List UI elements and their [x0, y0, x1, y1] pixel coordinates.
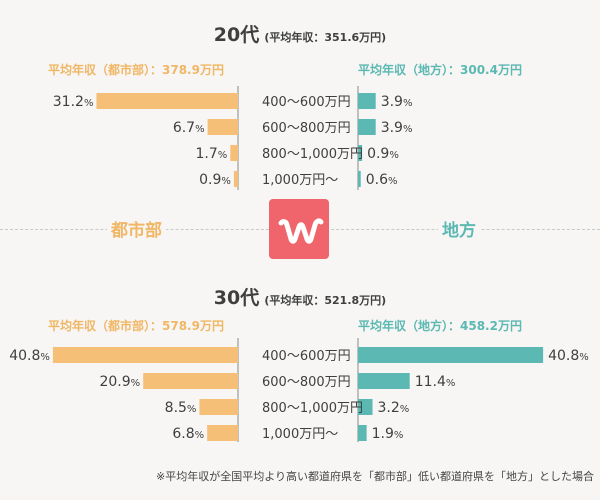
rural-side-label: 地方 [438, 216, 480, 241]
rural-bar [358, 93, 376, 109]
income-bracket-label: 800〜1,000万円 [262, 147, 363, 162]
urban-bar [52, 347, 238, 363]
rural-bar [358, 347, 544, 363]
rural-value-label: 11.4% [415, 374, 456, 390]
rural-bar [358, 373, 410, 389]
urban-bar [199, 399, 238, 415]
rural-bar [358, 171, 361, 187]
urban-value-label: 40.8% [9, 348, 50, 364]
rural-bar [358, 425, 367, 441]
urban-bar [96, 93, 239, 109]
income-bracket-label: 600〜800万円 [262, 121, 351, 136]
section-title-main: 30代 [213, 287, 260, 309]
urban-value-label: 1.7% [196, 146, 228, 162]
income-bracket-label: 800〜1,000万円 [262, 401, 363, 416]
urban-bar [143, 373, 238, 389]
rural-value-label: 1.9% [372, 426, 404, 442]
urban-bar [207, 119, 238, 135]
brand-logo-glyph [278, 218, 324, 244]
urban-value-label: 0.9% [199, 172, 231, 188]
income-bracket-label: 1,000万円〜 [262, 173, 338, 188]
income-bracket-label: 400〜600万円 [262, 95, 351, 110]
section-title-20s: 20代 (平均年収：351.6万円) [0, 20, 600, 47]
income-bracket-label: 600〜800万円 [262, 375, 351, 390]
rural-bar [358, 399, 373, 415]
rural-value-label: 3.2% [378, 400, 410, 416]
footnote: ※平均年収が全国平均より高い都道府県を「都市部」低い都道府県を「地方」とした場合 [156, 470, 594, 483]
rural-value-label: 40.8% [548, 348, 589, 364]
brand-logo-icon [269, 199, 329, 259]
rural-average-header-30s: 平均年収（地方）：458.2万円 [358, 319, 522, 333]
section-title-main: 20代 [213, 24, 260, 46]
rural-bar [358, 119, 376, 135]
urban-average-header-30s: 平均年収（都市部）：578.9万円 [48, 319, 224, 333]
rural-value-label: 3.9% [381, 94, 413, 110]
urban-bar [230, 145, 238, 161]
income-bracket-label: 400〜600万円 [262, 349, 351, 364]
rural-bar [358, 145, 363, 161]
urban-bar [207, 425, 238, 441]
rural-value-label: 3.9% [381, 120, 413, 136]
rural-average-header-20s: 平均年収（地方）：300.4万円 [358, 63, 522, 77]
urban-side-label: 都市部 [107, 216, 166, 241]
urban-value-label: 6.8% [172, 426, 204, 442]
rural-value-label: 0.9% [367, 146, 399, 162]
income-bracket-label: 1,000万円〜 [262, 427, 338, 442]
section-title-30s: 30代 (平均年収：521.8万円) [0, 283, 600, 310]
urban-value-label: 6.7% [173, 120, 205, 136]
section-title-sub: (平均年収：351.6万円) [264, 31, 387, 44]
urban-bar [233, 171, 238, 187]
urban-value-label: 20.9% [99, 374, 140, 390]
urban-value-label: 8.5% [165, 400, 197, 416]
rural-value-label: 0.6% [366, 172, 398, 188]
urban-value-label: 31.2% [53, 94, 94, 110]
section-title-sub: (平均年収：521.8万円) [264, 294, 387, 307]
urban-average-header-20s: 平均年収（都市部）：378.9万円 [48, 63, 224, 77]
